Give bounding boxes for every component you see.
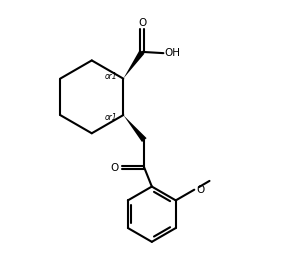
Text: O: O: [196, 185, 204, 195]
Text: O: O: [138, 18, 146, 28]
Polygon shape: [123, 50, 145, 79]
Text: or1: or1: [105, 113, 117, 122]
Polygon shape: [123, 115, 147, 142]
Text: O: O: [110, 163, 119, 173]
Text: OH: OH: [165, 48, 181, 58]
Text: or1: or1: [105, 72, 117, 81]
